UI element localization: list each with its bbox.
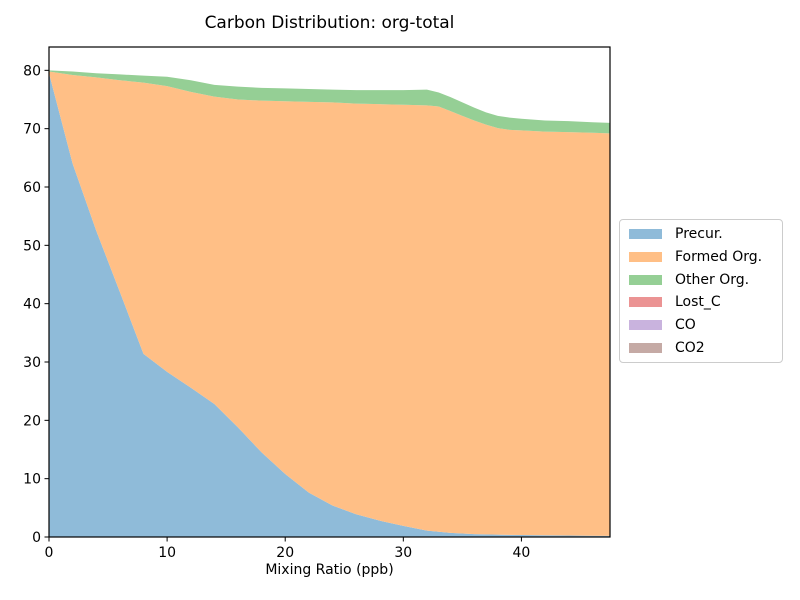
y-tick-label: 20 [23, 413, 41, 429]
area-precur [49, 73, 610, 537]
legend-swatch-other-org [629, 274, 662, 285]
legend: Precur. Formed Org. Other Org. Lost_C CO… [619, 219, 783, 363]
y-tick-label: 40 [23, 297, 41, 313]
legend-item-lost-c: Lost_C [620, 291, 782, 313]
legend-item-precur: Precur. [620, 223, 782, 245]
legend-item-other-org: Other Org. [620, 269, 782, 291]
x-tick-label: 30 [394, 545, 412, 561]
x-tick-label: 20 [276, 545, 294, 561]
legend-label-formed-org: Formed Org. [675, 248, 763, 265]
y-tick-label: 0 [32, 530, 41, 546]
legend-label-co: CO [675, 316, 696, 333]
legend-item-co2: CO2 [620, 337, 782, 359]
legend-swatch-lost-c [629, 297, 662, 308]
area-other-org [49, 70, 610, 134]
legend-label-co2: CO2 [675, 339, 705, 356]
area-formed-org [49, 71, 610, 536]
axes-frame [48, 46, 611, 538]
legend-swatch-co [629, 319, 662, 330]
y-tick-label: 70 [23, 122, 41, 138]
x-axis-label: Mixing Ratio (ppb) [265, 562, 394, 578]
x-tick-label: 0 [45, 545, 54, 561]
y-tick-label: 80 [23, 63, 41, 79]
legend-label-precur: Precur. [675, 226, 723, 243]
y-tick-label: 30 [23, 355, 41, 371]
legend-item-co: CO [620, 314, 782, 336]
legend-label-lost-c: Lost_C [675, 294, 721, 311]
legend-label-other-org: Other Org. [675, 271, 750, 288]
y-tick-label: 60 [23, 180, 41, 196]
legend-item-formed-org: Formed Org. [620, 246, 782, 268]
y-tick-label: 10 [23, 472, 41, 488]
legend-swatch-precur [629, 229, 662, 240]
x-tick-label: 40 [513, 545, 531, 561]
y-tick-label: 50 [23, 238, 41, 254]
legend-swatch-co2 [629, 342, 662, 353]
chart-title: Carbon Distribution: org-total [204, 13, 455, 33]
legend-swatch-formed-org [629, 251, 662, 262]
x-tick-label: 10 [158, 545, 176, 561]
